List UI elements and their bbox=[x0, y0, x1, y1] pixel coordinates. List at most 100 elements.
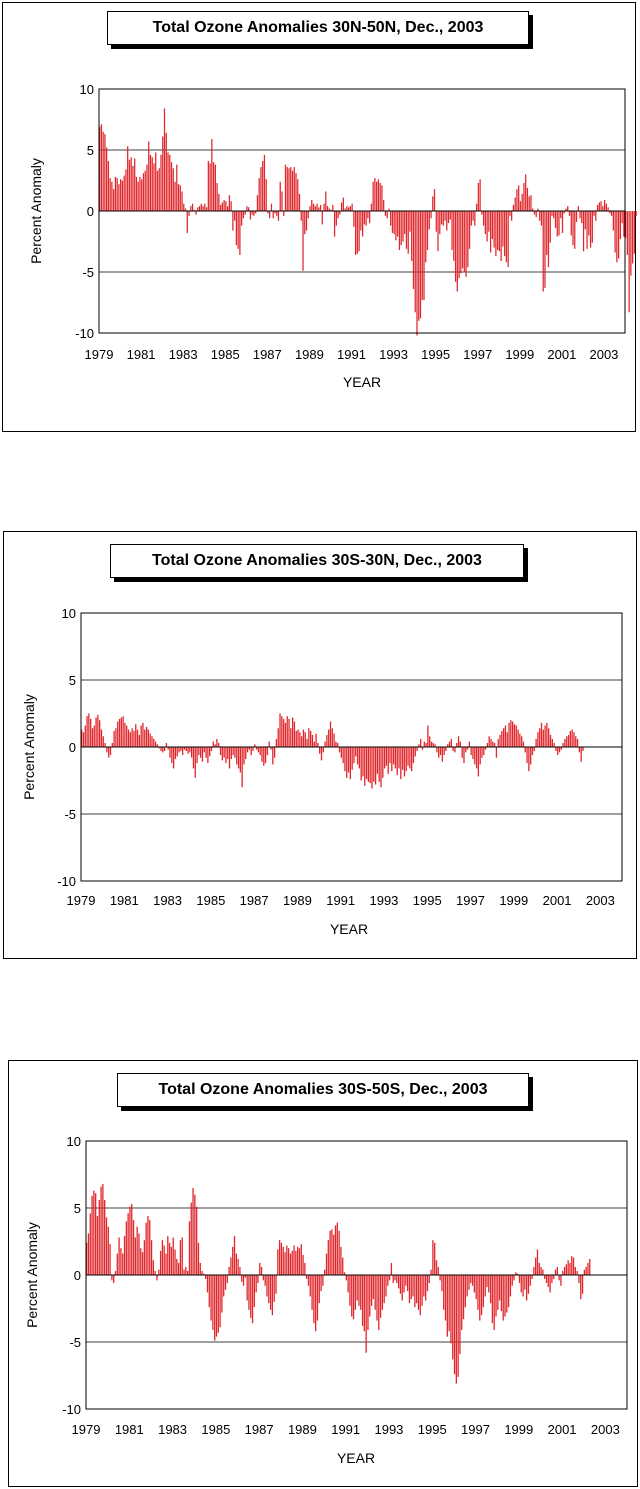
bar bbox=[342, 197, 344, 211]
x-tick-label: 1999 bbox=[504, 1422, 533, 1437]
bar bbox=[351, 203, 353, 211]
bar bbox=[204, 203, 206, 211]
bar bbox=[117, 721, 119, 747]
x-tick-label: 1997 bbox=[461, 1422, 490, 1437]
bar bbox=[270, 747, 272, 750]
bar bbox=[612, 211, 614, 231]
bar bbox=[302, 211, 304, 271]
bar bbox=[124, 722, 126, 747]
bar bbox=[257, 747, 260, 753]
bar bbox=[488, 736, 490, 747]
bar bbox=[146, 164, 148, 211]
bar bbox=[515, 725, 517, 747]
bar bbox=[288, 718, 290, 747]
bar bbox=[209, 163, 211, 211]
bar bbox=[367, 211, 369, 219]
bar bbox=[98, 1199, 100, 1275]
bar bbox=[297, 179, 299, 211]
bar bbox=[230, 747, 232, 760]
bar bbox=[398, 211, 401, 251]
bar bbox=[178, 747, 180, 753]
bar bbox=[498, 211, 501, 252]
bar bbox=[537, 208, 539, 211]
bar bbox=[484, 211, 486, 235]
bar bbox=[203, 1273, 205, 1275]
bar bbox=[214, 744, 216, 747]
bar bbox=[318, 1275, 320, 1304]
bar bbox=[171, 747, 173, 764]
bar bbox=[167, 747, 169, 750]
bar bbox=[120, 179, 122, 211]
bar bbox=[547, 211, 550, 268]
bar bbox=[302, 729, 305, 747]
bar bbox=[315, 733, 317, 747]
bar bbox=[329, 721, 332, 747]
bar bbox=[445, 747, 447, 752]
bar bbox=[452, 1275, 454, 1360]
bar bbox=[522, 741, 525, 747]
bar bbox=[96, 1216, 99, 1275]
bar bbox=[456, 211, 458, 292]
bar bbox=[185, 1266, 187, 1275]
bar bbox=[172, 747, 175, 769]
bar bbox=[183, 203, 185, 211]
bar bbox=[459, 1275, 461, 1355]
bar bbox=[572, 211, 574, 246]
bar bbox=[414, 747, 416, 757]
bar bbox=[566, 736, 568, 747]
bar bbox=[344, 208, 346, 211]
bar bbox=[372, 1275, 375, 1300]
bar bbox=[439, 747, 442, 756]
bar bbox=[363, 1275, 366, 1332]
bar bbox=[610, 211, 613, 216]
bar bbox=[409, 211, 411, 232]
x-tick-label: 1995 bbox=[418, 1422, 447, 1437]
bar bbox=[354, 1275, 356, 1310]
bar bbox=[189, 747, 191, 753]
bar bbox=[196, 747, 198, 764]
chart-title: Total Ozone Anomalies 30S-50S, Dec., 200… bbox=[117, 1073, 529, 1107]
bar bbox=[181, 1237, 183, 1275]
bar bbox=[306, 1275, 308, 1280]
bar bbox=[136, 729, 139, 747]
bar bbox=[600, 201, 602, 211]
bar bbox=[246, 1275, 248, 1301]
bar bbox=[290, 728, 292, 747]
bar bbox=[519, 201, 522, 211]
bar bbox=[154, 1270, 156, 1275]
bar bbox=[584, 211, 586, 230]
bar bbox=[310, 730, 312, 747]
bar bbox=[184, 208, 187, 211]
bar bbox=[257, 1275, 259, 1284]
bar bbox=[314, 206, 316, 211]
bar bbox=[532, 208, 534, 211]
bar bbox=[216, 738, 218, 747]
x-tick-label: 2003 bbox=[586, 893, 615, 908]
bar bbox=[241, 211, 243, 226]
bar bbox=[163, 747, 166, 752]
bar bbox=[392, 747, 395, 765]
bar bbox=[333, 1234, 335, 1275]
bar bbox=[546, 211, 548, 255]
bar bbox=[401, 747, 404, 770]
bar bbox=[317, 742, 319, 747]
bar bbox=[450, 738, 452, 747]
bar bbox=[539, 211, 541, 221]
bar bbox=[145, 1222, 147, 1275]
bar bbox=[177, 184, 180, 211]
bar bbox=[234, 747, 236, 758]
bar bbox=[388, 1275, 391, 1281]
bar bbox=[477, 747, 480, 777]
bar bbox=[165, 1253, 167, 1275]
bar bbox=[91, 1195, 93, 1275]
bar bbox=[320, 1275, 322, 1292]
chart-title: Total Ozone Anomalies 30S-30N, Dec., 200… bbox=[110, 544, 524, 578]
bar bbox=[248, 207, 250, 211]
bar bbox=[488, 211, 490, 232]
bar bbox=[259, 747, 261, 756]
bar bbox=[583, 1269, 586, 1275]
bar bbox=[389, 747, 391, 764]
x-tick-label: 1995 bbox=[421, 347, 450, 362]
bar bbox=[93, 1190, 95, 1275]
bar bbox=[580, 747, 582, 762]
